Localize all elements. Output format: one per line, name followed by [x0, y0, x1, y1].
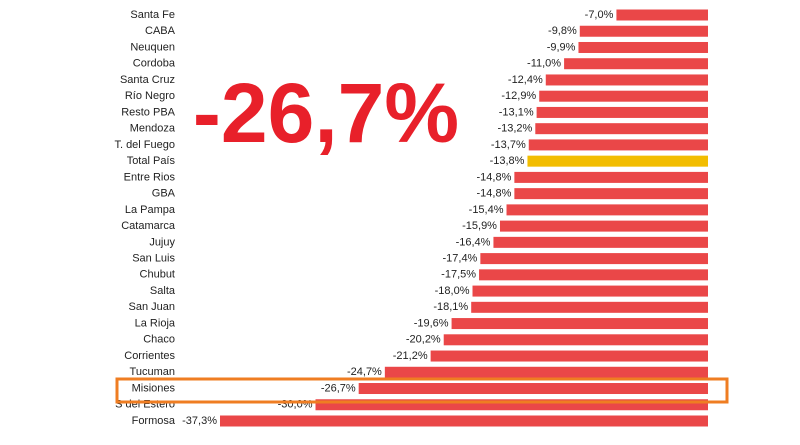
category-label: San Juan	[129, 301, 175, 313]
category-label: Chaco	[143, 334, 175, 346]
value-label: -14,8%	[477, 171, 512, 183]
category-label: La Pampa	[125, 204, 176, 216]
bar	[514, 188, 708, 200]
category-label: Entre Rios	[124, 171, 176, 183]
annotation: -26,7%	[193, 66, 459, 160]
bar	[616, 9, 708, 21]
bar	[499, 220, 708, 232]
value-label: -7,0%	[585, 9, 614, 21]
value-label: -30,0%	[278, 399, 313, 411]
category-label: Río Negro	[125, 90, 175, 102]
value-label: -15,9%	[462, 220, 497, 232]
category-label: Neuquen	[130, 41, 175, 53]
bar	[451, 318, 708, 330]
bar	[443, 334, 708, 346]
value-label: -13,1%	[499, 106, 534, 118]
bar	[471, 301, 708, 313]
category-label: Catamarca	[121, 220, 176, 232]
bar	[472, 285, 708, 297]
bar	[358, 383, 708, 395]
bar	[384, 366, 708, 378]
category-label: T. del Fuego	[114, 139, 175, 151]
bar	[480, 253, 708, 265]
value-label: -12,4%	[508, 74, 543, 86]
value-label: -13,2%	[497, 123, 532, 135]
category-label: Santa Fe	[130, 9, 175, 21]
bar	[564, 58, 708, 70]
value-label: -15,4%	[469, 204, 504, 216]
value-label: -18,1%	[433, 301, 468, 313]
value-label: -16,4%	[456, 236, 491, 248]
bar	[528, 139, 708, 151]
category-label: Corrientes	[124, 350, 175, 362]
value-label: -9,9%	[547, 41, 576, 53]
category-label: S del Estero	[115, 399, 175, 411]
bar	[514, 171, 708, 183]
category-label: La Rioja	[135, 317, 176, 329]
value-label: -17,5%	[441, 269, 476, 281]
value-label: -13,8%	[490, 155, 525, 167]
category-label: Total País	[127, 155, 176, 167]
value-label: -11,0%	[527, 58, 561, 70]
bar	[536, 106, 708, 118]
value-label: -20,2%	[406, 334, 441, 346]
bar	[506, 204, 708, 216]
bar	[539, 90, 708, 102]
category-label: Mendoza	[130, 123, 176, 135]
bar	[545, 74, 708, 86]
category-label: Tucuman	[130, 366, 175, 378]
category-label: Misiones	[132, 382, 176, 394]
value-label: -17,4%	[442, 253, 477, 265]
bar	[430, 350, 708, 362]
category-label: Santa Cruz	[120, 74, 175, 86]
bar	[479, 269, 708, 281]
value-label: -26,7%	[321, 382, 356, 394]
bar	[493, 236, 708, 248]
value-label: -12,9%	[501, 90, 536, 102]
value-label: -37,3%	[182, 415, 217, 427]
value-label: -18,0%	[435, 285, 470, 297]
category-label: Chubut	[140, 269, 175, 281]
bar	[220, 415, 708, 427]
category-label: Salta	[150, 285, 176, 297]
category-label: Jujuy	[149, 236, 175, 248]
category-label: San Luis	[132, 253, 175, 265]
value-label: -14,8%	[477, 188, 512, 200]
category-label: Cordoba	[133, 58, 176, 70]
value-label: -19,6%	[414, 317, 449, 329]
value-label: -24,7%	[347, 366, 382, 378]
bar	[315, 399, 708, 411]
category-label: GBA	[152, 188, 176, 200]
value-label: -21,2%	[393, 350, 428, 362]
highlight-box	[115, 377, 729, 404]
category-label: Resto PBA	[121, 106, 175, 118]
value-label: -13,7%	[491, 139, 526, 151]
value-label: -9,8%	[548, 25, 577, 37]
bar	[579, 25, 708, 37]
category-label: CABA	[145, 25, 176, 37]
bar	[578, 41, 708, 53]
bar	[535, 123, 708, 135]
bar	[527, 155, 708, 167]
category-label: Formosa	[132, 415, 176, 427]
